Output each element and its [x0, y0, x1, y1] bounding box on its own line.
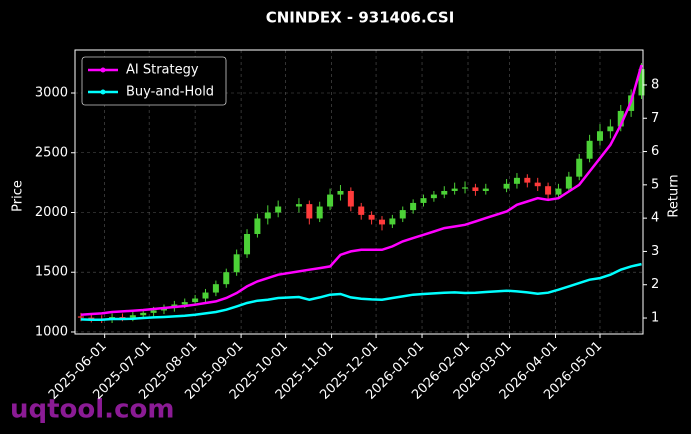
candle-body	[565, 176, 572, 189]
candle-body	[389, 218, 396, 225]
candle-body	[327, 194, 334, 207]
candle-body	[202, 292, 209, 299]
y2-tick-label: 1	[651, 311, 659, 326]
candle-body	[576, 158, 583, 177]
candle-body	[295, 204, 302, 207]
candle-body	[555, 188, 562, 195]
candle-body	[254, 218, 261, 234]
candle-body	[140, 312, 147, 316]
candle-body	[181, 302, 188, 305]
candle-body	[607, 126, 614, 132]
candle-body	[596, 131, 603, 141]
candle-body	[451, 188, 458, 191]
y2-tick-label: 7	[651, 111, 659, 126]
return-line	[80, 262, 642, 321]
plot-frame	[74, 49, 644, 335]
candle-body	[638, 69, 645, 96]
legend: AI Strategy Buy-and-Hold	[81, 56, 227, 106]
y-tick-label: 1500	[35, 265, 68, 280]
candle-body	[275, 206, 282, 213]
y-tick-label: 2000	[35, 205, 68, 220]
candle-body	[462, 187, 469, 189]
legend-marker	[100, 67, 106, 73]
candle-body	[316, 206, 323, 219]
candle-body	[482, 188, 489, 191]
candle-body	[88, 317, 95, 319]
candle-body	[192, 298, 199, 303]
legend-label: AI Strategy	[126, 63, 199, 78]
y2-tick-label: 3	[651, 244, 659, 259]
candle-body	[306, 204, 313, 219]
candle-body	[503, 183, 510, 189]
candle-body	[337, 190, 344, 195]
candle-body	[441, 190, 448, 195]
watermark: uqtool.com	[10, 395, 174, 425]
y2-tick-label: 2	[651, 277, 659, 292]
candle-body	[513, 177, 520, 184]
candle-body	[586, 140, 593, 159]
y2-axis-label: Return	[667, 174, 682, 217]
plot-area	[75, 50, 645, 334]
candle-body	[378, 219, 385, 225]
legend-marker	[100, 89, 106, 95]
candle-body	[545, 186, 552, 195]
legend-label: Buy-and-Hold	[126, 85, 214, 100]
candle-body	[223, 272, 230, 285]
candle-body	[244, 233, 251, 255]
chart-title: CNINDEX - 931406.CSI	[266, 9, 455, 27]
candle-body	[119, 317, 126, 319]
y-tick-label: 2500	[35, 145, 68, 160]
candle-body	[212, 284, 219, 293]
candle-body	[160, 308, 167, 311]
candle-body	[399, 210, 406, 219]
y2-tick-label: 5	[651, 177, 659, 192]
candle-body	[77, 316, 84, 318]
candle-body	[129, 315, 136, 318]
y-tick-label: 1000	[35, 324, 68, 339]
candle-body	[358, 206, 365, 215]
candle-body	[617, 110, 624, 127]
y-tick-label: 3000	[35, 86, 68, 101]
candle-body	[264, 212, 271, 219]
candle-body	[430, 194, 437, 199]
candle-body	[524, 177, 531, 183]
y2-tick-label: 6	[651, 144, 659, 159]
candle-body	[410, 202, 417, 211]
y-axis-label: Price	[11, 180, 26, 212]
candle-body	[233, 254, 240, 273]
candle-body	[420, 198, 427, 203]
candle-body	[534, 182, 541, 187]
candle-body	[150, 310, 157, 313]
candle-body	[472, 187, 479, 191]
return-line	[80, 64, 643, 316]
candle-body	[347, 190, 354, 207]
y2-tick-label: 4	[651, 211, 659, 226]
candle-body	[368, 214, 375, 220]
y2-tick-label: 8	[651, 77, 659, 92]
